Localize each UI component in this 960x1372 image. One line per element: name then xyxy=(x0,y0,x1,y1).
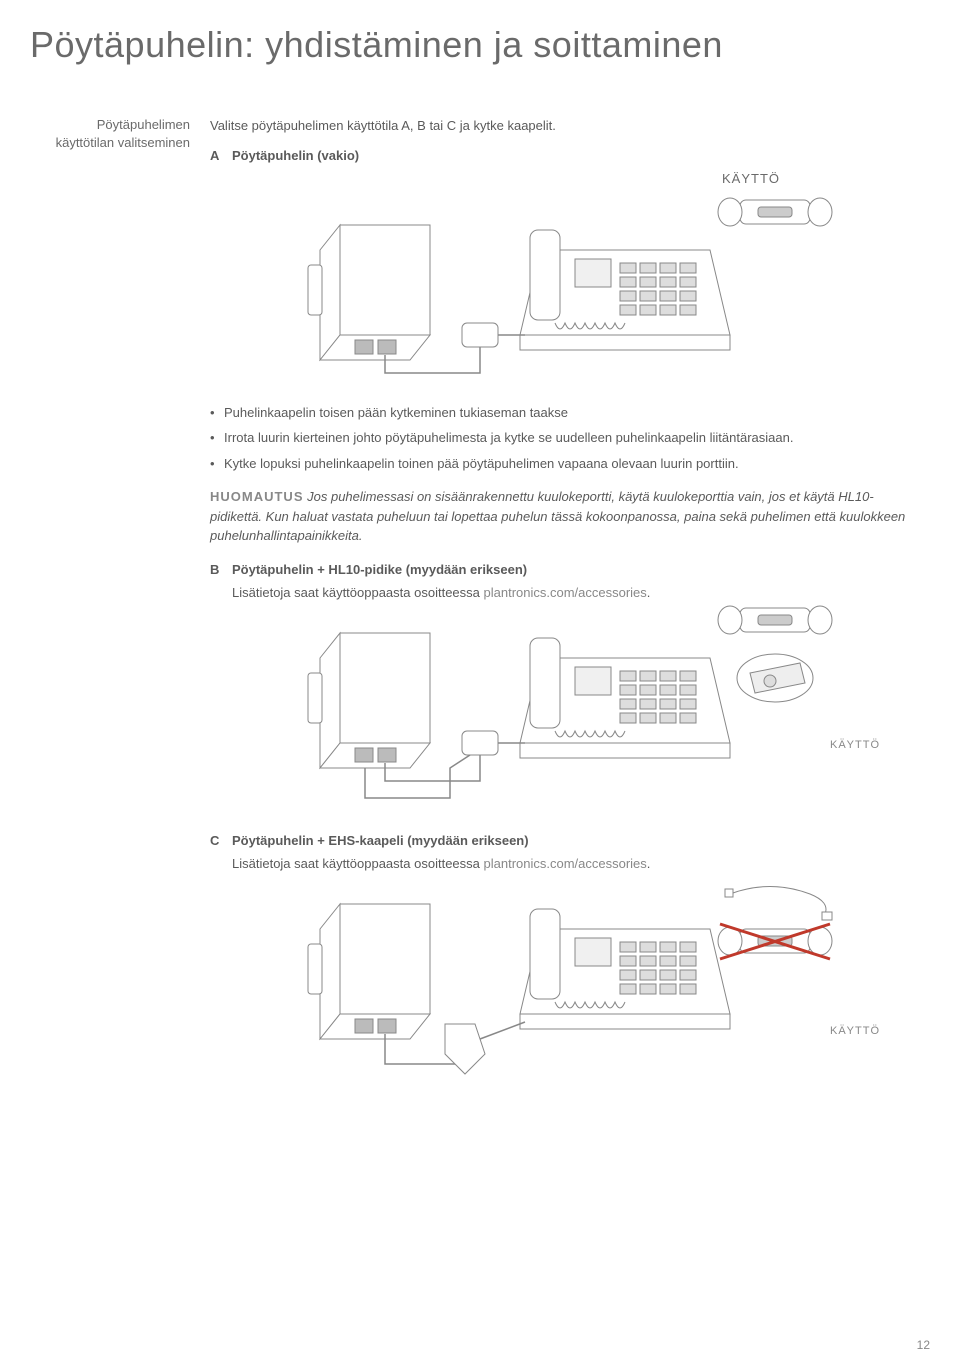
sidebar-line2: käyttötilan valitseminen xyxy=(30,134,190,152)
option-c-sub: Lisätietoja saat käyttöoppaasta osoittee… xyxy=(232,854,920,874)
bullet-3: Kytke lopuksi puhelinkaapelin toinen pää… xyxy=(210,454,920,474)
option-b-text: Pöytäpuhelin + HL10-pidike (myydään erik… xyxy=(232,560,527,580)
kaytto-label-c-svg: KÄYTTÖ xyxy=(830,1025,880,1037)
diagram-a xyxy=(210,195,920,385)
option-a: A Pöytäpuhelin (vakio) xyxy=(210,146,920,166)
option-b-link: plantronics.com/accessories xyxy=(484,585,647,600)
bullet-list-a: Puhelinkaapelin toisen pään kytkeminen t… xyxy=(210,403,920,474)
diagram-c: KÄYTTÖ xyxy=(210,874,920,1094)
option-c-text: Pöytäpuhelin + EHS-kaapeli (myydään erik… xyxy=(232,831,529,851)
diagram-b: KÄYTTÖ xyxy=(210,603,920,813)
intro-text: Valitse pöytäpuhelimen käyttötila A, B t… xyxy=(210,116,920,136)
page-number: 12 xyxy=(917,1338,930,1352)
option-a-letter: A xyxy=(210,146,232,166)
sidebar-label: Pöytäpuhelimen käyttötilan valitseminen xyxy=(30,116,210,1112)
option-c-subtext: Lisätietoja saat käyttöoppaasta osoittee… xyxy=(232,856,484,871)
notice-label: HUOMAUTUS xyxy=(210,489,304,504)
option-b: B Pöytäpuhelin + HL10-pidike (myydään er… xyxy=(210,560,920,580)
bullet-2: Irrota luurin kierteinen johto pöytäpuhe… xyxy=(210,428,920,448)
kaytto-label-b-svg: KÄYTTÖ xyxy=(830,739,880,751)
section-b: B Pöytäpuhelin + HL10-pidike (myydään er… xyxy=(210,560,920,603)
sidebar-line1: Pöytäpuhelimen xyxy=(30,116,190,134)
notice-block: HUOMAUTUS Jos puhelimessasi on sisäänrak… xyxy=(210,487,920,546)
main-content: Pöytäpuhelimen käyttötilan valitseminen … xyxy=(0,116,960,1112)
page-title: Pöytäpuhelin: yhdistäminen ja soittamine… xyxy=(0,0,960,116)
option-b-subtext: Lisätietoja saat käyttöoppaasta osoittee… xyxy=(232,585,484,600)
option-b-sub: Lisätietoja saat käyttöoppaasta osoittee… xyxy=(232,583,920,603)
bullet-1: Puhelinkaapelin toisen pään kytkeminen t… xyxy=(210,403,920,423)
option-c-letter: C xyxy=(210,831,232,851)
option-b-dot: . xyxy=(647,585,651,600)
option-c-link: plantronics.com/accessories xyxy=(484,856,647,871)
notice-text: Jos puhelimessasi on sisäänrakennettu ku… xyxy=(210,489,905,543)
kaytto-label-a: KÄYTTÖ xyxy=(210,169,920,189)
right-column: Valitse pöytäpuhelimen käyttötila A, B t… xyxy=(210,116,960,1112)
option-c: C Pöytäpuhelin + EHS-kaapeli (myydään er… xyxy=(210,831,920,851)
option-b-letter: B xyxy=(210,560,232,580)
option-a-text: Pöytäpuhelin (vakio) xyxy=(232,146,359,166)
option-c-dot: . xyxy=(647,856,651,871)
section-c: C Pöytäpuhelin + EHS-kaapeli (myydään er… xyxy=(210,831,920,874)
